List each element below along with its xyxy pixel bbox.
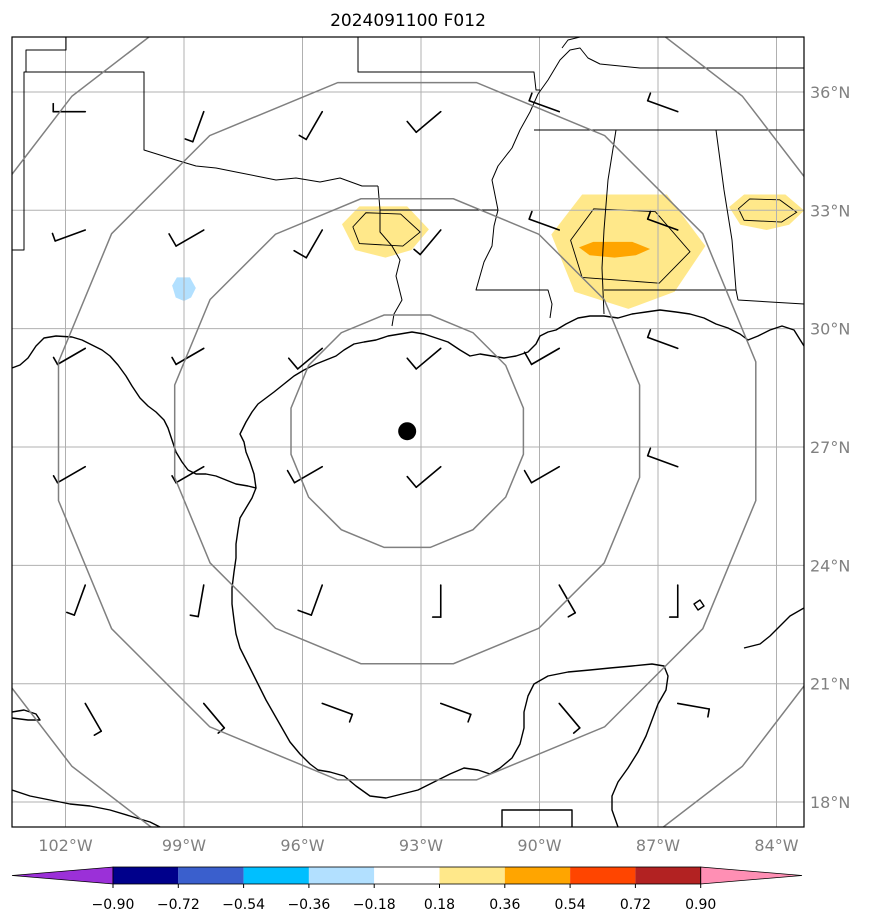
wind-barb bbox=[52, 465, 87, 484]
lat-tick-label: 18°N bbox=[810, 793, 850, 812]
wind-barb bbox=[431, 584, 442, 618]
coastline-and-borders bbox=[12, 37, 804, 827]
wind-barb bbox=[171, 347, 205, 366]
colorbar-tick-label: 0.90 bbox=[685, 897, 716, 913]
shaded-region bbox=[579, 241, 651, 258]
lon-tick-label: 90°W bbox=[517, 836, 561, 855]
wind-barb bbox=[523, 465, 561, 484]
map-frame bbox=[11, 36, 805, 828]
longitude-labels: 102°W 99°W 96°W 93°W 90°W 87°W 84°W bbox=[38, 836, 798, 855]
lon-tick-label: 99°W bbox=[162, 836, 206, 855]
yucatan-channel-border bbox=[501, 809, 573, 827]
colorbar-under-triangle bbox=[11, 866, 114, 885]
small-island bbox=[693, 599, 705, 611]
wind-barb bbox=[84, 702, 103, 736]
colorbar-tick-label: 0.18 bbox=[424, 897, 455, 913]
colorbar-frame bbox=[112, 866, 702, 885]
florida-keys bbox=[743, 607, 804, 649]
contour-line bbox=[737, 198, 798, 223]
shaded-field-layer bbox=[172, 194, 804, 309]
colorbar-swatch bbox=[374, 867, 440, 884]
contour-line bbox=[352, 212, 421, 247]
wind-barb bbox=[413, 229, 442, 256]
wind-barb bbox=[646, 210, 679, 231]
central-america-coast bbox=[12, 789, 161, 827]
colorbar-swatch bbox=[178, 867, 244, 884]
colorbar-swatch bbox=[439, 867, 505, 884]
wind-barb bbox=[189, 584, 205, 618]
wind-barb bbox=[297, 584, 324, 616]
colorbar-swatch bbox=[635, 867, 701, 884]
lon-tick-label: 102°W bbox=[38, 836, 93, 855]
colorbar-tick-label: −0.54 bbox=[222, 897, 265, 913]
colorbar-tick-label: 0.72 bbox=[620, 897, 651, 913]
wind-barb bbox=[406, 110, 442, 134]
lat-tick-label: 27°N bbox=[810, 438, 850, 457]
lon-tick-label: 84°W bbox=[754, 836, 798, 855]
colorbar-swatch bbox=[113, 867, 179, 884]
colorbar: −0.90 −0.72 −0.54 −0.36 −0.18 0.18 0.36 0.54 0.7… bbox=[11, 866, 803, 913]
wind-barb bbox=[52, 102, 87, 113]
colorbar-over-triangle bbox=[700, 866, 803, 885]
wind-barb bbox=[51, 229, 87, 242]
wind-barb bbox=[171, 465, 205, 484]
lat-tick-label: 24°N bbox=[810, 556, 850, 575]
storm-center-marker bbox=[398, 422, 417, 441]
lon-tick-label: 93°W bbox=[399, 836, 443, 855]
wind-barb bbox=[65, 584, 87, 616]
range-ring bbox=[173, 198, 641, 665]
wind-barb bbox=[668, 584, 679, 618]
lat-tick-label: 21°N bbox=[810, 675, 850, 694]
colorbar-tick-label: −0.72 bbox=[157, 897, 200, 913]
wind-barb bbox=[528, 210, 561, 231]
lon-tick-label: 87°W bbox=[636, 836, 680, 855]
range-rings bbox=[12, 37, 804, 827]
wind-barb bbox=[52, 347, 87, 366]
colorbar-swatch bbox=[570, 867, 636, 884]
map-title: 2024091100 F012 bbox=[330, 11, 486, 31]
wind-barb bbox=[439, 702, 472, 723]
gulf-coastline bbox=[12, 309, 804, 489]
colorbar-swatch bbox=[504, 867, 571, 884]
lat-tick-label: 30°N bbox=[810, 320, 850, 339]
wind-barb bbox=[676, 702, 711, 718]
wind-barb bbox=[523, 347, 561, 366]
wind-barb bbox=[321, 702, 354, 723]
wind-barb bbox=[646, 447, 679, 468]
baja-peninsula bbox=[12, 709, 41, 721]
wind-barb bbox=[286, 465, 324, 484]
map-panel bbox=[11, 36, 805, 828]
colorbar-tick-label: −0.18 bbox=[353, 897, 396, 913]
state-borders bbox=[12, 37, 804, 327]
shaded-region bbox=[342, 206, 429, 258]
wind-barb bbox=[646, 92, 679, 113]
wind-barb bbox=[406, 347, 442, 370]
colorbar-tick-label: −0.36 bbox=[287, 897, 330, 913]
range-ring bbox=[290, 314, 525, 549]
range-ring bbox=[57, 81, 757, 781]
wind-barb bbox=[168, 229, 205, 247]
lon-tick-label: 96°W bbox=[280, 836, 324, 855]
lat-tick-label: 33°N bbox=[810, 201, 850, 220]
wind-barb bbox=[184, 110, 205, 143]
colorbar-swatch bbox=[308, 867, 375, 884]
colorbar-tick-label: 0.36 bbox=[489, 897, 520, 913]
wind-barb bbox=[287, 347, 324, 370]
wind-barb bbox=[646, 329, 679, 350]
lat-tick-label: 36°N bbox=[810, 83, 850, 102]
wind-barb bbox=[528, 92, 561, 113]
latitude-labels: 36°N 33°N 30°N 27°N 24°N 21°N 18°N bbox=[810, 83, 850, 812]
mexico-coastline bbox=[231, 487, 669, 827]
wind-barb bbox=[298, 110, 324, 141]
colorbar-tick-label: −0.90 bbox=[92, 897, 135, 913]
colorbar-tick-label: 0.54 bbox=[555, 897, 586, 913]
colorbar-swatch bbox=[243, 867, 309, 884]
wind-barb bbox=[202, 702, 226, 734]
wind-barb bbox=[406, 465, 442, 489]
wind-barb bbox=[558, 702, 581, 734]
wind-barb bbox=[293, 229, 324, 259]
